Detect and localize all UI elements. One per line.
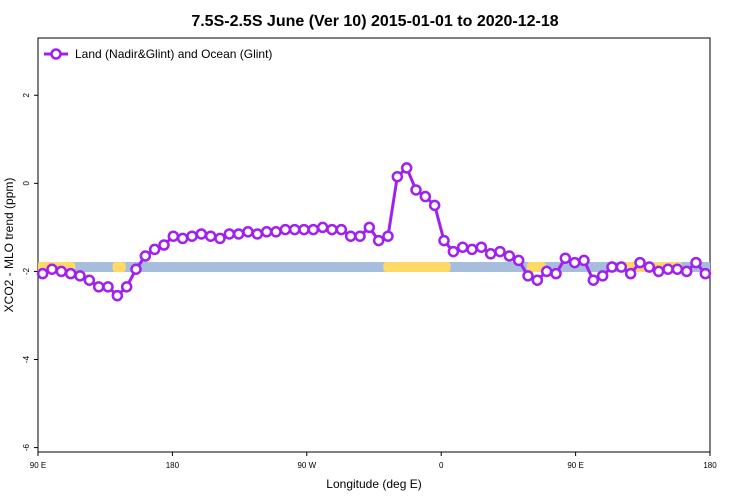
data-point	[419, 190, 432, 203]
data-point	[578, 254, 590, 267]
data-point	[344, 230, 357, 242]
data-point	[307, 223, 320, 236]
x-tick-label: 90 W	[297, 461, 316, 470]
data-point	[699, 267, 712, 280]
data-point	[242, 226, 254, 238]
data-point	[475, 241, 488, 253]
data-point	[204, 230, 217, 242]
y-tick-label: 2	[22, 92, 31, 97]
data-point	[74, 270, 86, 282]
data-point	[223, 228, 236, 240]
x-tick-label: 0	[439, 461, 444, 470]
data-point	[260, 226, 273, 238]
data-point	[466, 243, 478, 256]
data-point	[568, 256, 581, 269]
x-tick-label: 180	[166, 461, 180, 470]
data-point	[690, 256, 702, 269]
data-point	[195, 228, 208, 240]
data-point	[55, 265, 68, 278]
data-point	[484, 248, 497, 260]
data-point	[447, 245, 460, 258]
y-axis-label: XCO2 - MLO trend (ppm)	[2, 178, 16, 313]
data-point	[335, 223, 348, 236]
series-layer	[36, 162, 712, 302]
data-point	[587, 274, 600, 286]
data-point	[550, 267, 562, 280]
data-point	[438, 234, 450, 247]
data-point	[130, 263, 142, 275]
data-point	[326, 223, 338, 236]
data-point	[615, 261, 628, 273]
data-point	[652, 265, 665, 278]
data-point	[111, 289, 124, 302]
data-point	[391, 170, 404, 183]
data-point	[456, 241, 469, 253]
y-tick-label: -6	[22, 443, 31, 451]
data-point	[372, 234, 385, 247]
y-axis: 2 0 -2 -4 -6	[22, 92, 38, 451]
data-point	[102, 281, 114, 293]
data-point	[316, 221, 329, 234]
data-point	[232, 228, 245, 240]
data-point	[662, 263, 674, 275]
data-point	[214, 232, 226, 245]
x-axis-label: Longitude (deg E)	[326, 477, 421, 491]
data-point	[680, 265, 693, 278]
land-patch	[112, 262, 126, 273]
data-point	[410, 184, 422, 196]
y-tick-label: -4	[22, 355, 31, 363]
data-point	[559, 252, 572, 264]
x-tick-label: 180	[703, 461, 717, 470]
data-point	[167, 230, 180, 242]
data-point	[158, 239, 170, 251]
data-point	[531, 274, 544, 286]
data-point	[148, 243, 161, 256]
data-point	[400, 162, 413, 174]
data-point	[522, 270, 534, 282]
data-point	[606, 261, 618, 273]
data-point	[354, 230, 366, 242]
plot-frame	[37, 37, 711, 453]
data-point	[270, 226, 282, 238]
data-point	[503, 250, 516, 262]
legend-label: Land (Nadir&Glint) and Ocean (Glint)	[75, 47, 272, 61]
chart-title: 7.5S-2.5S June (Ver 10) 2015-01-01 to 20…	[191, 13, 558, 30]
data-point	[64, 267, 77, 280]
data-point	[298, 223, 310, 236]
data-point	[36, 267, 49, 280]
data-point	[624, 267, 637, 280]
data-point	[251, 228, 264, 240]
data-point	[643, 261, 656, 273]
data-point	[363, 221, 376, 234]
x-tick-label: 90 E	[567, 461, 583, 470]
data-point	[671, 263, 684, 275]
legend-marker	[50, 48, 62, 60]
data-point	[83, 274, 96, 286]
data-point	[494, 245, 506, 258]
data-point	[139, 250, 152, 262]
data-point	[186, 230, 198, 242]
data-point	[176, 232, 189, 245]
data-point	[596, 270, 609, 282]
land-patch	[383, 262, 451, 273]
y-tick-label: 0	[22, 181, 31, 186]
legend: Land (Nadir&Glint) and Ocean (Glint)	[44, 47, 272, 61]
data-point	[288, 223, 301, 236]
ocean-band	[38, 262, 710, 273]
data-point	[540, 265, 553, 278]
data-point	[120, 281, 133, 293]
data-point	[512, 254, 525, 267]
data-point	[92, 281, 105, 293]
data-point	[428, 199, 441, 212]
data-point	[279, 223, 292, 236]
data-point	[634, 256, 646, 269]
land-patch	[527, 262, 546, 273]
x-tick-label: 90 E	[30, 461, 46, 470]
x-axis: 90 E 180 90 W 0 90 E 180	[30, 452, 717, 470]
data-point	[382, 230, 394, 242]
data-point	[46, 263, 58, 275]
y-tick-label: -2	[22, 267, 31, 275]
